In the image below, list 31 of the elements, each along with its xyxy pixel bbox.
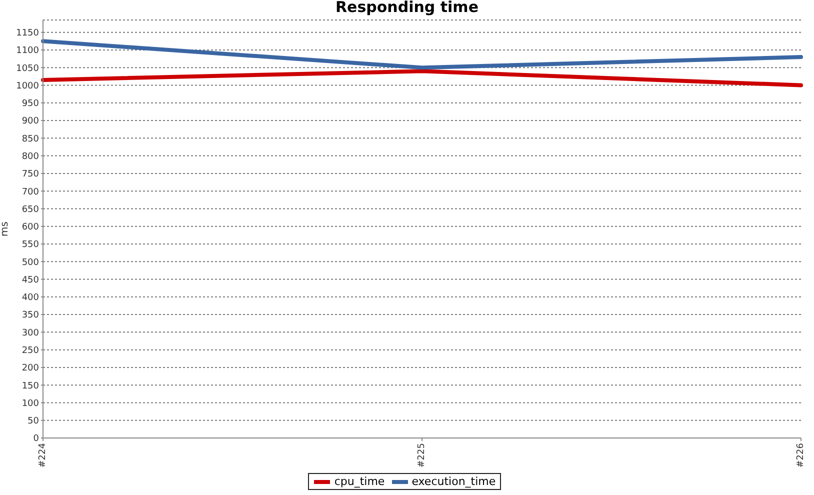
y-tick-label: 700 xyxy=(22,187,40,198)
y-axis-title: ms xyxy=(0,222,11,236)
x-tick-label: #224 xyxy=(38,442,48,468)
y-tick-label: 500 xyxy=(22,258,40,268)
y-tick-label: 1050 xyxy=(16,64,40,74)
y-tick-label: 100 xyxy=(22,398,40,409)
y-tick-label: 600 xyxy=(22,222,40,233)
y-tick-label: 250 xyxy=(22,346,40,356)
y-tick-label: 1150 xyxy=(16,28,40,39)
y-tick-label: 350 xyxy=(22,310,40,321)
y-tick-label: 650 xyxy=(22,204,40,215)
x-tick-label: #226 xyxy=(796,442,806,468)
y-tick-label: 1000 xyxy=(16,81,40,92)
y-tick-label: 50 xyxy=(28,416,40,427)
y-tick-label: 850 xyxy=(22,134,40,144)
y-tick-label: 950 xyxy=(22,99,40,110)
y-tick-label: 0 xyxy=(33,434,40,444)
x-tick-label: #225 xyxy=(417,443,427,468)
y-tick-label: 300 xyxy=(22,328,40,338)
y-tick-label: 450 xyxy=(22,275,40,286)
y-tick-label: 1100 xyxy=(16,46,40,56)
y-tick-label: 800 xyxy=(22,152,40,162)
y-tick-label: 200 xyxy=(22,364,40,374)
y-tick-label: 400 xyxy=(22,293,40,304)
y-tick-label: 150 xyxy=(22,381,40,392)
y-tick-label: 750 xyxy=(22,170,40,180)
legend-label: execution_time xyxy=(412,475,496,488)
y-tick-label: 550 xyxy=(22,240,40,250)
chart-title: Responding time xyxy=(334,0,480,16)
y-tick-label: 900 xyxy=(22,116,40,127)
legend-label: cpu_time xyxy=(334,475,385,488)
